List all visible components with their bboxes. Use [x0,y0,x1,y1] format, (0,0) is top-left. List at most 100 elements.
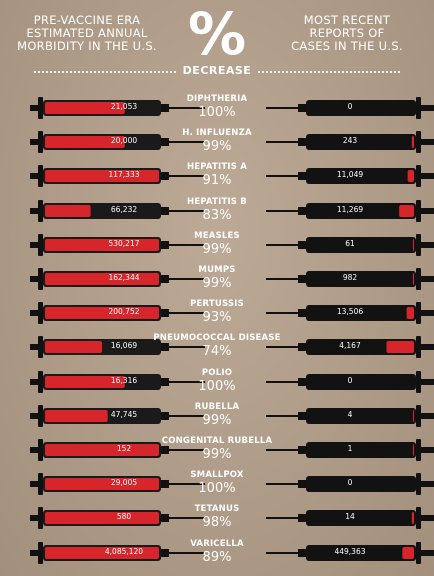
pre-vaccine-value: 530,217 [108,238,140,248]
recent-cases-value: 4 [347,409,353,419]
syringe-needle [266,551,298,554]
syringe-hub [298,206,306,215]
syringe-hub [161,309,169,318]
recent-cases-syringe-icon: 1 [266,437,434,463]
disease-row: 16,069 PNEUMOCOCCAL DISEASE 74% 4,167 [0,331,434,365]
disease-name: SMALLPOX [190,470,244,481]
syringe-flange [38,165,43,188]
dotted-divider-right [258,71,400,73]
pre-vaccine-syringe-icon: 16,316 [30,369,206,395]
plunger-rod [30,139,40,146]
syringe-hub [298,138,306,147]
syringe-fill [402,546,414,559]
disease-name: POLIO [201,367,233,378]
syringe-hub [161,446,169,454]
pre-vaccine-value: 16,316 [110,375,138,385]
recent-cases-syringe-icon: 11,269 [266,198,434,224]
syringe-flange [416,439,421,461]
syringe-hub [161,104,169,112]
syringe-barrel [306,442,416,458]
plunger-rod [421,276,434,282]
decrease-percent: 98% [202,515,232,531]
percent-symbol: % [187,0,247,68]
decrease-percent: 100% [198,105,236,120]
syringe-needle [169,551,205,554]
syringe-needle [169,380,205,383]
pre-vaccine-syringe-icon: 152 [30,437,206,463]
syringe-barrel [306,168,416,185]
disease-name: CONGENITAL RUBELLA [161,436,273,446]
recent-cases-syringe-icon: 0 [266,369,434,395]
pre-vaccine-syringe-icon: 29,005 [30,471,206,497]
syringe-hub [298,480,306,489]
syringe-fill [412,409,414,422]
plunger-rod [30,241,40,248]
syringe-hub [161,480,169,489]
disease-row: 117,333 HEPATITIS A 91% 11,049 [0,160,434,194]
syringe-fill [411,512,414,525]
recent-cases-syringe-icon: 13,506 [266,300,434,326]
disease-row: 66,232 HEPATITIS B 83% 11,269 [0,195,434,229]
syringe-fill [45,444,159,456]
disease-row: 580 TETANUS 98% 14 [0,502,434,536]
syringe-flange [38,507,43,530]
disease-name: H. INFLUENZA [182,128,252,139]
syringe-fill [45,238,159,251]
syringe-hub [298,104,306,112]
syringe-flange [416,507,421,530]
recent-cases-syringe-icon: 4 [266,403,434,429]
decrease-percent: 74% [202,344,232,360]
syringe-flange [416,131,421,154]
plunger-rod [30,310,40,317]
plunger-rod [421,378,434,385]
recent-cases-syringe-icon: 243 [266,129,434,155]
plunger-rod [30,481,40,488]
syringe-hub [298,275,306,283]
plunger-rod [421,207,434,214]
syringe-needle [169,278,205,280]
syringe-flange [416,404,421,427]
syringe-needle [169,449,205,451]
syringe-flange [416,302,421,325]
disease-row: 21,053 DIPHTHERIA 100% 0 [0,92,434,126]
plunger-rod [421,173,434,180]
syringe-barrel [306,476,416,493]
syringe-barrel [306,373,416,390]
recent-cases-syringe-icon: 61 [266,232,434,258]
syringe-needle [266,517,298,520]
syringe-hub [298,309,306,318]
syringe-barrel [306,134,416,151]
syringe-needle [169,312,205,315]
recent-cases-syringe-icon: 14 [266,505,434,531]
plunger-rod [30,105,40,111]
syringe-hub [161,343,169,352]
plunger-rod [30,276,40,282]
disease-row: 47,745 RUBELLA 99% 4 [0,400,434,434]
recent-cases-syringe-icon: 0 [266,95,434,121]
syringe-hub [161,172,169,181]
syringe-flange [416,336,421,359]
recent-cases-value: 0 [347,102,353,111]
plunger-rod [421,481,434,488]
syringe-needle [266,449,298,451]
pre-vaccine-value: 16,069 [110,341,138,351]
syringe-flange [38,404,43,427]
syringe-flange [38,268,43,290]
pre-vaccine-value: 162,344 [108,273,140,282]
syringe-fill [406,307,414,320]
syringe-needle [266,209,298,212]
syringe-flange [38,370,43,393]
syringe-flange [38,336,43,359]
plunger-rod [421,515,434,522]
decrease-percent: 100% [198,378,236,394]
decrease-percent: 99% [202,412,232,428]
syringe-fill [407,170,414,183]
syringe-flange [416,268,421,290]
syringe-hub [298,377,306,386]
header-right-title: MOST RECENT REPORTS OF CASES IN THE U.S. [291,13,403,53]
syringe-needle [169,141,205,144]
plunger-rod [421,241,434,248]
disease-name: DIPHTHERIA [186,94,248,104]
plunger-rod [421,447,434,453]
syringe-needle [266,380,298,383]
